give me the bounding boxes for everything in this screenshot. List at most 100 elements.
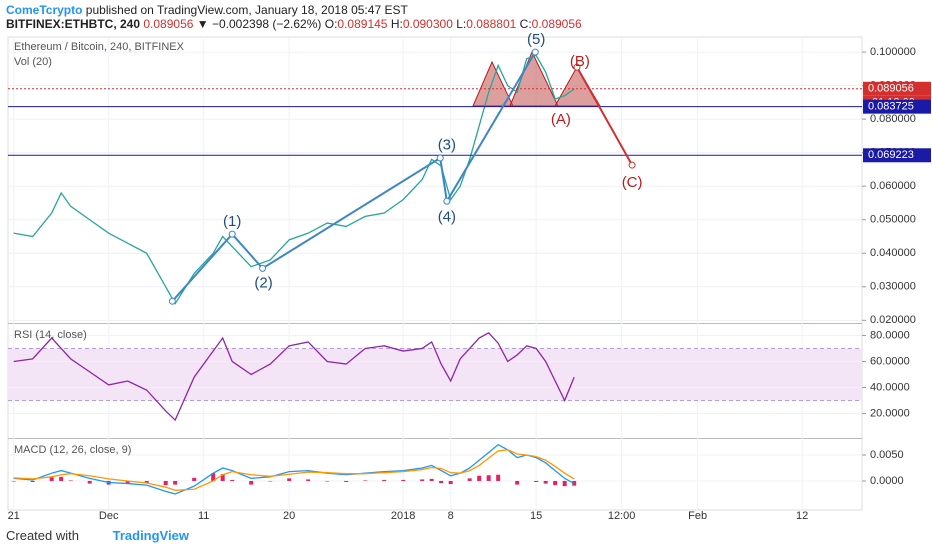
symbol: BITFINEX:ETHBTC, 240 — [6, 17, 141, 31]
histogram-bar — [49, 477, 54, 481]
histogram-bar — [477, 475, 482, 481]
histogram-bar — [192, 477, 197, 481]
wave-label: (3) — [438, 136, 456, 153]
y-tick-label: 0.060000 — [870, 180, 916, 192]
pane-title: Ethereum / Bitcoin, 240, BITFINEX — [14, 41, 185, 53]
brand[interactable]: TradingView — [112, 528, 189, 543]
wave-label: (4) — [438, 208, 456, 225]
price-label-box — [863, 81, 931, 96]
histogram-bar — [562, 480, 567, 487]
wave-point — [436, 154, 444, 162]
histogram-bar — [382, 479, 387, 481]
y-tick-label: 0.0000 — [870, 475, 904, 487]
x-tick-label: Feb — [688, 510, 707, 522]
histogram-bar — [553, 480, 558, 486]
published: published on TradingView.com, January 18… — [85, 3, 408, 17]
y-tick-label: 0.0050 — [870, 449, 904, 461]
histogram-bar — [163, 480, 168, 486]
histogram-bar — [125, 480, 130, 484]
wave-point — [228, 230, 236, 238]
histogram-bar — [220, 474, 225, 481]
histogram-bar — [87, 480, 92, 484]
series-line — [13, 54, 575, 305]
x-tick-label: 20 — [283, 510, 295, 522]
histogram-bar — [306, 479, 311, 481]
plot-frame — [7, 36, 863, 511]
y-tick-label: 0.100000 — [870, 46, 916, 58]
histogram-bar — [173, 480, 178, 485]
o-label: O: — [324, 17, 338, 31]
y-tick-label: 40.0000 — [870, 381, 910, 393]
x-tick-label: 8 — [448, 510, 454, 522]
histogram-bar — [363, 480, 368, 481]
y-tick-label: 60.0000 — [870, 355, 910, 367]
x-tick-label: 21 — [8, 510, 20, 522]
wave-point — [573, 63, 581, 71]
histogram-bar — [211, 473, 216, 481]
last: 0.089056 — [143, 17, 194, 31]
histogram-bar — [543, 480, 548, 484]
price-label: 0.083725 — [868, 101, 914, 113]
y-tick-label: 0.030000 — [870, 281, 916, 293]
price-label-box — [863, 148, 931, 163]
histogram-bar — [467, 478, 472, 481]
y-tick-label: 0.020000 — [870, 314, 916, 326]
c-label: C: — [519, 17, 532, 31]
chart: (1) (2) (3) (4) (5) (A) (B) (C) 21 Dec 11 20 2018 8 1… — [7, 31, 931, 522]
histogram-bar — [68, 480, 73, 481]
histogram-bar — [144, 480, 149, 484]
wave-label: (B) — [570, 53, 590, 70]
l-label: L: — [456, 17, 467, 31]
histogram-bar — [420, 479, 425, 481]
histogram-bar — [486, 475, 491, 481]
wave-line — [171, 51, 537, 302]
symbol-line: BITFINEX:ETHBTC, 240 0.089056 ▼ −0.00239… — [6, 17, 582, 31]
histogram-bar — [30, 480, 35, 482]
histogram-bar — [268, 480, 273, 482]
marks: (1) (2) (3) (4) (5) (A) (B) (C) — [8, 31, 862, 495]
axis: 21 Dec 11 20 2018 8 15 12:00 Feb 12 0.020000 0.0300… — [8, 41, 931, 522]
wave-point — [531, 48, 539, 56]
series-line — [13, 449, 575, 491]
change: ▼ −0.002398 (−2.62%) — [196, 17, 322, 31]
h-label: H: — [390, 17, 403, 31]
grid — [8, 37, 862, 510]
histogram-bar — [11, 480, 16, 482]
price-label-box — [863, 99, 931, 114]
price-label: 0.069223 — [868, 149, 914, 161]
histogram-bar — [496, 474, 501, 481]
pane-title: MACD (12, 26, close, 9) — [14, 444, 131, 456]
open: 0.089145 — [337, 17, 388, 31]
x-tick-label: 11 — [198, 510, 209, 522]
wave-label: (2) — [254, 274, 272, 291]
histogram-bar — [401, 479, 406, 481]
wave-label: (C) — [622, 174, 643, 191]
x-tick-label: 15 — [530, 510, 542, 522]
price-label: 0.089056 — [868, 83, 914, 95]
wave-label: (5) — [527, 31, 545, 48]
publisher[interactable]: ComeTcrypto — [6, 3, 83, 17]
series-line — [13, 331, 575, 422]
low: 0.088801 — [466, 17, 517, 31]
histogram-bar — [429, 478, 434, 481]
x-tick-label: 12:00 — [608, 510, 636, 522]
footer: Created with TradingView — [6, 528, 189, 543]
y-tick-label: 80.0000 — [870, 329, 910, 341]
histogram-bar — [439, 480, 444, 484]
series-line — [13, 443, 575, 495]
histogram-bar — [249, 480, 254, 485]
wave-point — [443, 197, 451, 205]
pane-subtitle: Vol (20) — [14, 56, 52, 68]
histogram-bar — [344, 480, 349, 482]
high: 0.090300 — [402, 17, 453, 31]
y-tick-label: 0.050000 — [870, 214, 916, 226]
wave-point — [259, 264, 267, 272]
y-tick-label: 20.0000 — [870, 407, 910, 419]
histogram-bar — [59, 476, 64, 481]
rsi-band — [8, 348, 862, 401]
wave-point — [168, 297, 176, 305]
histogram-bar — [448, 480, 453, 485]
histogram-bar — [534, 480, 539, 482]
wave-line — [576, 66, 633, 166]
